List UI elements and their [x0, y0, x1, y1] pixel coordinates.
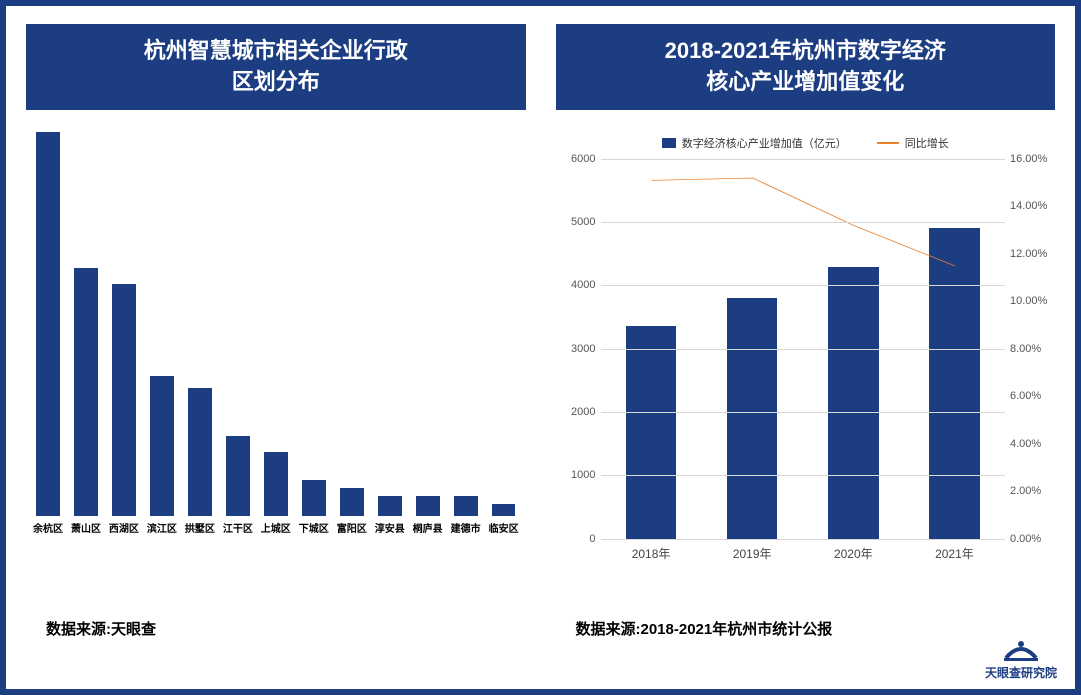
- combo-bar: [727, 298, 778, 539]
- y-right-tick: 16.00%: [1010, 153, 1055, 165]
- bar-col: 下城区: [297, 480, 331, 535]
- logo-icon: [1001, 636, 1041, 662]
- left-panel: 杭州智慧城市相关企业行政 区划分布 余杭区萧山区西湖区滨江区拱墅区江干区上城区下…: [26, 24, 526, 639]
- bar-col: 富阳区: [335, 488, 369, 535]
- bar-label: 滨江区: [147, 520, 177, 535]
- combo-plot: 2018年2019年2020年2021年 0100020003000400050…: [601, 159, 1006, 539]
- bar: [36, 132, 60, 516]
- bar-label: 桐庐县: [413, 520, 443, 535]
- grid-line: [601, 222, 1006, 223]
- combo-legend: 数字经济核心产业增加值（亿元） 同比增长: [556, 135, 1056, 151]
- bar-label: 萧山区: [71, 520, 101, 535]
- legend-line-swatch: [877, 142, 899, 144]
- bar: [378, 496, 402, 516]
- right-title-line2: 核心产业增加值变化: [566, 67, 1046, 98]
- right-source: 数据来源:2018-2021年杭州市统计公报: [576, 618, 1056, 639]
- y-right-tick: 8.00%: [1010, 343, 1055, 355]
- legend-line-label: 同比增长: [905, 135, 949, 151]
- bar-col: 淳安县: [373, 496, 407, 535]
- bar-label: 下城区: [299, 520, 329, 535]
- panels-container: 杭州智慧城市相关企业行政 区划分布 余杭区萧山区西湖区滨江区拱墅区江干区上城区下…: [6, 6, 1075, 689]
- left-title-line1: 杭州智慧城市相关企业行政: [36, 36, 516, 67]
- left-title-line2: 区划分布: [36, 67, 516, 98]
- y-right-tick: 10.00%: [1010, 295, 1055, 307]
- grid-line: [601, 285, 1006, 286]
- left-source: 数据来源:天眼查: [46, 618, 526, 639]
- y-left-tick: 5000: [561, 216, 596, 228]
- left-chart-area: 余杭区萧山区西湖区滨江区拱墅区江干区上城区下城区富阳区淳安县桐庐县建德市临安区: [26, 135, 526, 610]
- y-right-tick: 0.00%: [1010, 533, 1055, 545]
- right-panel: 2018-2021年杭州市数字经济 核心产业增加值变化 数字经济核心产业增加值（…: [556, 24, 1056, 639]
- left-title: 杭州智慧城市相关企业行政 区划分布: [26, 24, 526, 110]
- bar-col: 滨江区: [145, 376, 179, 535]
- y-right-tick: 12.00%: [1010, 248, 1055, 260]
- right-chart-area: 数字经济核心产业增加值（亿元） 同比增长 2018年2019年2020年2021…: [556, 135, 1056, 610]
- combo-bar: [626, 326, 677, 538]
- y-right-tick: 2.00%: [1010, 485, 1055, 497]
- combo-bar: [828, 267, 879, 539]
- bar-label: 淳安县: [375, 520, 405, 535]
- x-label: 2021年: [935, 545, 974, 562]
- legend-line-item: 同比增长: [877, 135, 949, 151]
- bar: [188, 388, 212, 516]
- bar-col: 余杭区: [31, 132, 65, 535]
- bar-label: 临安区: [489, 520, 519, 535]
- bar: [492, 504, 516, 516]
- y-left-tick: 3000: [561, 343, 596, 355]
- logo-text: 天眼查研究院: [985, 664, 1057, 681]
- grid-line: [601, 539, 1006, 540]
- right-title-line1: 2018-2021年杭州市数字经济: [566, 36, 1046, 67]
- right-title: 2018-2021年杭州市数字经济 核心产业增加值变化: [556, 24, 1056, 110]
- grid-line: [601, 475, 1006, 476]
- bar: [226, 436, 250, 516]
- bar: [416, 496, 440, 516]
- y-left-tick: 4000: [561, 279, 596, 291]
- left-bars: 余杭区萧山区西湖区滨江区拱墅区江干区上城区下城区富阳区淳安县桐庐县建德市临安区: [31, 135, 521, 535]
- legend-bar-label: 数字经济核心产业增加值（亿元）: [682, 135, 847, 151]
- bar-label: 建德市: [451, 520, 481, 535]
- bar: [454, 496, 478, 516]
- bar-col: 桐庐县: [411, 496, 445, 535]
- bar-label: 拱墅区: [185, 520, 215, 535]
- y-left-tick: 6000: [561, 153, 596, 165]
- y-right-tick: 6.00%: [1010, 390, 1055, 402]
- bar-label: 余杭区: [33, 520, 63, 535]
- y-left-tick: 2000: [561, 406, 596, 418]
- bar-col: 建德市: [449, 496, 483, 535]
- bar-label: 江干区: [223, 520, 253, 535]
- left-bars-wrap: 余杭区萧山区西湖区滨江区拱墅区江干区上城区下城区富阳区淳安县桐庐县建德市临安区: [26, 135, 526, 565]
- y-right-tick: 4.00%: [1010, 438, 1055, 450]
- grid-line: [601, 412, 1006, 413]
- bar-label: 上城区: [261, 520, 291, 535]
- grid-line: [601, 159, 1006, 160]
- legend-bar-item: 数字经济核心产业增加值（亿元）: [662, 135, 847, 151]
- bar-col: 上城区: [259, 452, 293, 535]
- x-label: 2018年: [632, 545, 671, 562]
- y-right-tick: 14.00%: [1010, 200, 1055, 212]
- bar: [150, 376, 174, 516]
- bar-label: 西湖区: [109, 520, 139, 535]
- combo-wrap: 数字经济核心产业增加值（亿元） 同比增长 2018年2019年2020年2021…: [556, 135, 1056, 565]
- bar: [264, 452, 288, 516]
- legend-bar-swatch: [662, 138, 676, 148]
- footer-logo: 天眼查研究院: [985, 636, 1057, 681]
- bar: [340, 488, 364, 516]
- combo-bar: [929, 228, 980, 538]
- bar-col: 临安区: [487, 504, 521, 535]
- bar: [74, 268, 98, 516]
- bar: [302, 480, 326, 516]
- bar-col: 萧山区: [69, 268, 103, 535]
- y-left-tick: 1000: [561, 469, 596, 481]
- bar: [112, 284, 136, 516]
- x-label: 2020年: [834, 545, 873, 562]
- y-left-tick: 0: [561, 533, 596, 545]
- x-label: 2019年: [733, 545, 772, 562]
- bar-col: 江干区: [221, 436, 255, 535]
- bar-col: 拱墅区: [183, 388, 217, 535]
- bar-label: 富阳区: [337, 520, 367, 535]
- bar-col: 西湖区: [107, 284, 141, 535]
- grid-line: [601, 349, 1006, 350]
